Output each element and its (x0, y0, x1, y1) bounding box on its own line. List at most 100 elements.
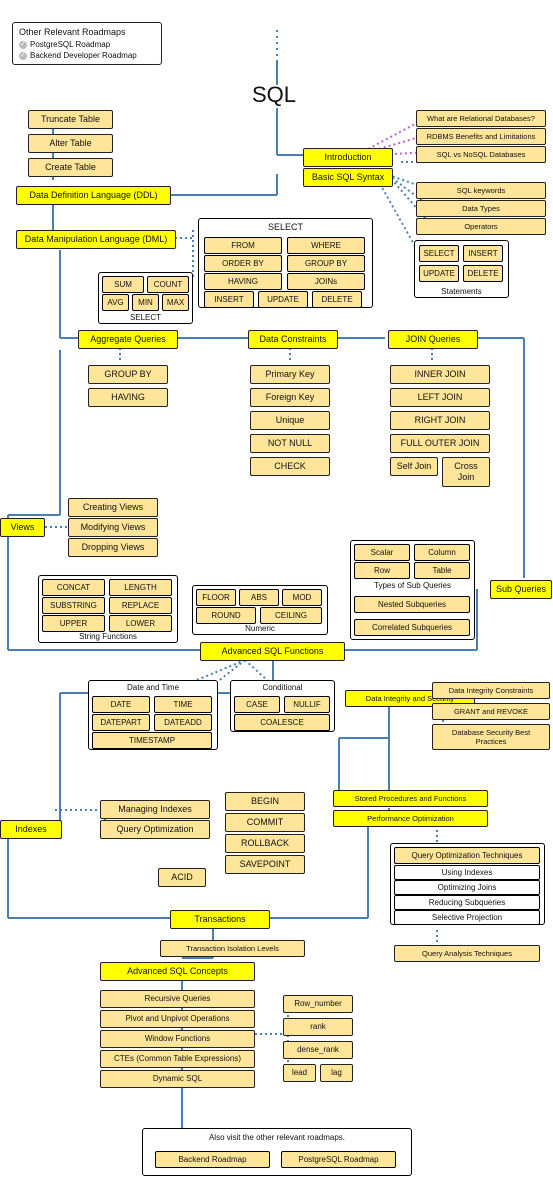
node-ctes[interactable]: CTEs (Common Table Expressions) (100, 1050, 255, 1068)
c-insert[interactable]: INSERT (204, 291, 254, 308)
qo-usingidx[interactable]: Using Indexes (394, 865, 540, 880)
cond-coalesce[interactable]: COALESCE (234, 714, 330, 731)
dt-time[interactable]: TIME (154, 696, 212, 713)
node-check[interactable]: CHECK (250, 457, 330, 476)
qo-optjoins[interactable]: Optimizing Joins (394, 880, 540, 895)
node-innerj[interactable]: INNER JOIN (390, 365, 490, 384)
s-lower[interactable]: LOWER (109, 615, 172, 632)
node-leftj[interactable]: LEFT JOIN (390, 388, 490, 407)
node-joinq[interactable]: JOIN Queries (388, 330, 478, 349)
panel-item-backend[interactable]: Backend Developer Roadmap (19, 51, 155, 60)
node-unique[interactable]: Unique (250, 411, 330, 430)
node-qanal[interactable]: Query Analysis Techniques (394, 945, 540, 962)
node-rollback[interactable]: ROLLBACK (225, 834, 305, 853)
sq-nested[interactable]: Nested Subqueries (354, 596, 470, 613)
agg-avg[interactable]: AVG (102, 294, 129, 311)
n-round[interactable]: ROUND (196, 607, 256, 624)
sq-row[interactable]: Row (354, 562, 410, 579)
n-floor[interactable]: FLOOR (196, 589, 236, 606)
n-abs[interactable]: ABS (239, 589, 279, 606)
agg-max[interactable]: MAX (162, 294, 189, 311)
node-relational[interactable]: What are Relational Databases? (416, 110, 546, 127)
dt-datepart[interactable]: DATEPART (92, 714, 150, 731)
panel-item-postgres[interactable]: PostgreSQL Roadmap (19, 40, 155, 49)
footer-backend[interactable]: Backend Roadmap (155, 1151, 270, 1168)
stmt-update[interactable]: UPDATE (419, 265, 459, 282)
sq-corr[interactable]: Correlated Subqueries (354, 619, 470, 636)
node-subq[interactable]: Sub Queries (490, 580, 552, 599)
node-perfopt[interactable]: Performance Optimization (333, 810, 488, 827)
node-dataintcons[interactable]: Data Integrity Constraints (432, 682, 550, 699)
node-fullj[interactable]: FULL OUTER JOIN (390, 434, 490, 453)
node-datacons[interactable]: Data Constraints (248, 330, 338, 349)
c-update[interactable]: UPDATE (258, 291, 308, 308)
node-notnull[interactable]: NOT NULL (250, 434, 330, 453)
node-rdbms[interactable]: RDBMS Benefits and Limitations (416, 128, 546, 145)
node-dense[interactable]: dense_rank (283, 1041, 353, 1059)
node-pivot[interactable]: Pivot and Unpivot Operations (100, 1010, 255, 1028)
node-rank[interactable]: rank (283, 1018, 353, 1036)
c-from[interactable]: FROM (204, 237, 282, 254)
node-mview[interactable]: Modifying Views (68, 518, 158, 537)
stmt-delete[interactable]: DELETE (463, 265, 503, 282)
sq-column[interactable]: Column (414, 544, 470, 561)
c-orderby[interactable]: ORDER BY (204, 255, 282, 272)
stmt-select[interactable]: SELECT (419, 245, 459, 262)
node-selfj[interactable]: Self Join (390, 457, 438, 476)
dt-date[interactable]: DATE (92, 696, 150, 713)
node-advfns[interactable]: Advanced SQL Functions (200, 642, 345, 661)
node-rightj[interactable]: RIGHT JOIN (390, 411, 490, 430)
c-groupby[interactable]: GROUP BY (287, 255, 365, 272)
node-qopt[interactable]: Query Optimization (100, 820, 210, 839)
agg-count[interactable]: COUNT (147, 276, 189, 293)
node-advconcepts[interactable]: Advanced SQL Concepts (100, 962, 255, 981)
node-manidx[interactable]: Managing Indexes (100, 800, 210, 819)
node-indexes[interactable]: Indexes (0, 820, 62, 839)
node-grantrevoke[interactable]: GRANT and REVOKE (432, 703, 550, 720)
node-create[interactable]: Create Table (28, 158, 113, 177)
node-acid[interactable]: ACID (158, 868, 206, 887)
qo-redsub[interactable]: Reducing Subqueries (394, 895, 540, 910)
node-basicsyntax[interactable]: Basic SQL Syntax (303, 168, 393, 187)
s-upper[interactable]: UPPER (42, 615, 105, 632)
c-delete[interactable]: DELETE (312, 291, 362, 308)
s-concat[interactable]: CONCAT (42, 579, 105, 596)
footer-postgres[interactable]: PostgreSQL Roadmap (281, 1151, 396, 1168)
cond-case[interactable]: CASE (234, 696, 280, 713)
node-having2[interactable]: HAVING (88, 388, 168, 407)
node-cview[interactable]: Creating Views (68, 498, 158, 517)
sq-table[interactable]: Table (414, 562, 470, 579)
node-groupby2[interactable]: GROUP BY (88, 365, 168, 384)
node-rownum[interactable]: Row_number (283, 995, 353, 1013)
n-mod[interactable]: MOD (282, 589, 322, 606)
node-crossj[interactable]: Cross Join (442, 457, 490, 487)
node-dview[interactable]: Dropping Views (68, 538, 158, 557)
s-replace[interactable]: REPLACE (109, 597, 172, 614)
s-substring[interactable]: SUBSTRING (42, 597, 105, 614)
node-aggq[interactable]: Aggregate Queries (78, 330, 178, 349)
qo-selproj[interactable]: Selective Projection (394, 910, 540, 925)
node-operators[interactable]: Operators (416, 218, 546, 235)
node-dynsql[interactable]: Dynamic SQL (100, 1070, 255, 1088)
c-having[interactable]: HAVING (204, 273, 282, 290)
sq-scalar[interactable]: Scalar (354, 544, 410, 561)
node-commit[interactable]: COMMIT (225, 813, 305, 832)
c-where[interactable]: WHERE (287, 237, 365, 254)
node-dml[interactable]: Data Manipulation Language (DML) (16, 230, 176, 249)
node-sqlvsnosql[interactable]: SQL vs NoSQL Databases (416, 146, 546, 163)
node-truncate[interactable]: Truncate Table (28, 110, 113, 129)
node-storedproc[interactable]: Stored Procedures and Functions (333, 790, 488, 807)
node-tiso[interactable]: Transaction Isolation Levels (160, 940, 305, 957)
agg-min[interactable]: MIN (132, 294, 159, 311)
node-recq[interactable]: Recursive Queries (100, 990, 255, 1008)
node-fk[interactable]: Foreign Key (250, 388, 330, 407)
n-ceiling[interactable]: CEILING (260, 607, 322, 624)
cond-nullif[interactable]: NULLIF (284, 696, 330, 713)
node-views[interactable]: Views (0, 518, 45, 537)
node-alter[interactable]: Alter Table (28, 134, 113, 153)
agg-sum[interactable]: SUM (102, 276, 144, 293)
node-datatypes[interactable]: Data Types (416, 200, 546, 217)
node-begin[interactable]: BEGIN (225, 792, 305, 811)
node-lead[interactable]: lead (283, 1064, 316, 1082)
s-length[interactable]: LENGTH (109, 579, 172, 596)
